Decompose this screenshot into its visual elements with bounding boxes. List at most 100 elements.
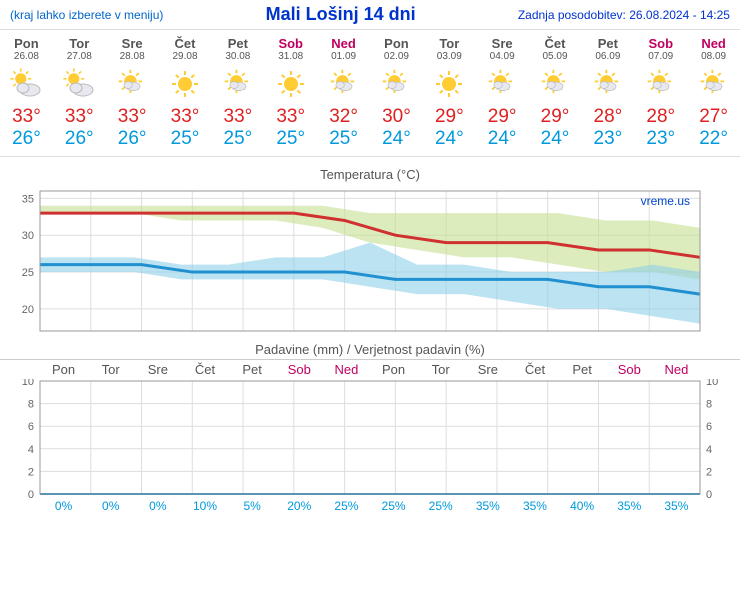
day-column: Sre28.0833°26° — [106, 36, 159, 150]
menu-hint[interactable]: (kraj lahko izberete v meniju) — [10, 8, 163, 22]
precip-day-name: Pet — [229, 360, 276, 379]
precip-chart-title: Padavine (mm) / Verjetnost padavin (%) — [0, 336, 740, 359]
temp-low: 26° — [106, 128, 159, 150]
day-name: Sob — [634, 36, 687, 51]
precip-day-name: Pet — [559, 360, 606, 379]
temp-low: 25° — [264, 128, 317, 150]
precip-percent: 10% — [181, 499, 228, 513]
svg-text:2: 2 — [706, 466, 712, 478]
precip-day-name: Pon — [370, 360, 417, 379]
day-column: Ned01.0932°25° — [317, 36, 370, 150]
svg-text:6: 6 — [28, 421, 34, 433]
day-column: Sob07.0928°23° — [634, 36, 687, 150]
precip-percent: 0% — [40, 499, 87, 513]
weather-icon — [317, 66, 370, 102]
svg-text:8: 8 — [706, 399, 712, 411]
temp-low: 24° — [370, 128, 423, 150]
precip-percent: 25% — [370, 499, 417, 513]
temp-high: 32° — [317, 106, 370, 128]
temperature-chart: 20253035vreme.us — [0, 186, 740, 336]
weather-icon — [476, 66, 529, 102]
weather-icon — [264, 66, 317, 102]
svg-text:35: 35 — [22, 193, 34, 205]
day-date: 26.08 — [0, 51, 53, 62]
svg-text:4: 4 — [28, 444, 34, 456]
temp-high: 33° — [106, 106, 159, 128]
precip-day-header-row: PonTorSreČetPetSobNedPonTorSreČetPetSobN… — [0, 359, 740, 379]
precip-percent: 20% — [276, 499, 323, 513]
day-name: Čet — [159, 36, 212, 51]
day-date: 01.09 — [317, 51, 370, 62]
precip-day-name: Pon — [40, 360, 87, 379]
precip-day-name: Sob — [606, 360, 653, 379]
temp-low: 23° — [581, 128, 634, 150]
precip-percent: 25% — [417, 499, 464, 513]
day-name: Pet — [211, 36, 264, 51]
precip-percent: 35% — [464, 499, 511, 513]
precip-percent: 25% — [323, 499, 370, 513]
temp-high: 30° — [370, 106, 423, 128]
day-name: Ned — [687, 36, 740, 51]
temp-high: 28° — [581, 106, 634, 128]
temperature-chart-section: Temperatura (°C) 20253035vreme.us — [0, 157, 740, 336]
temp-low: 24° — [529, 128, 582, 150]
weather-icon — [370, 66, 423, 102]
precip-percent: 35% — [653, 499, 700, 513]
day-date: 03.09 — [423, 51, 476, 62]
page-title: Mali Lošinj 14 dni — [266, 4, 416, 25]
svg-text:25: 25 — [22, 267, 34, 279]
day-column: Pon26.0833°26° — [0, 36, 53, 150]
temp-high: 29° — [423, 106, 476, 128]
temp-high: 27° — [687, 106, 740, 128]
forecast-row: Pon26.0833°26°Tor27.0833°26°Sre28.0833°2… — [0, 30, 740, 157]
day-date: 07.09 — [634, 51, 687, 62]
temp-high: 33° — [264, 106, 317, 128]
svg-text:4: 4 — [706, 444, 712, 456]
day-date: 29.08 — [159, 51, 212, 62]
temp-high: 33° — [0, 106, 53, 128]
precip-percent: 35% — [511, 499, 558, 513]
day-name: Tor — [53, 36, 106, 51]
svg-text:30: 30 — [22, 230, 34, 242]
weather-icon — [581, 66, 634, 102]
day-date: 04.09 — [476, 51, 529, 62]
temp-chart-title: Temperatura (°C) — [0, 157, 740, 186]
precip-percent: 0% — [134, 499, 181, 513]
precip-percent: 40% — [559, 499, 606, 513]
precip-day-name: Čet — [181, 360, 228, 379]
precip-day-name: Ned — [653, 360, 700, 379]
precip-day-name: Tor — [87, 360, 134, 379]
svg-text:20: 20 — [22, 304, 34, 316]
day-name: Čet — [529, 36, 582, 51]
day-column: Pon02.0930°24° — [370, 36, 423, 150]
day-date: 06.09 — [581, 51, 634, 62]
day-column: Čet29.08 33°25° — [159, 36, 212, 150]
precip-percent: 35% — [606, 499, 653, 513]
weather-icon — [159, 66, 212, 102]
precip-day-name: Ned — [323, 360, 370, 379]
precip-day-name: Sob — [276, 360, 323, 379]
day-column: Tor27.0833°26° — [53, 36, 106, 150]
day-name: Pet — [581, 36, 634, 51]
day-column: Sre04.0929°24° — [476, 36, 529, 150]
temp-low: 26° — [53, 128, 106, 150]
day-name: Sob — [264, 36, 317, 51]
temp-low: 25° — [159, 128, 212, 150]
day-column: Tor03.0929°24° — [423, 36, 476, 150]
day-date: 28.08 — [106, 51, 159, 62]
day-date: 30.08 — [211, 51, 264, 62]
precip-day-name: Sre — [464, 360, 511, 379]
weather-icon — [53, 66, 106, 102]
svg-text:2: 2 — [28, 466, 34, 478]
precipitation-chart: 00224466881010 — [0, 379, 740, 499]
svg-text:6: 6 — [706, 421, 712, 433]
last-updated: Zadnja posodobitev: 26.08.2024 - 14:25 — [518, 8, 730, 22]
header: (kraj lahko izberete v meniju) Mali Loši… — [0, 0, 740, 30]
temp-high: 33° — [159, 106, 212, 128]
weather-icon — [687, 66, 740, 102]
day-date: 08.09 — [687, 51, 740, 62]
day-date: 05.09 — [529, 51, 582, 62]
day-date: 02.09 — [370, 51, 423, 62]
temp-low: 26° — [0, 128, 53, 150]
weather-icon — [0, 66, 53, 102]
